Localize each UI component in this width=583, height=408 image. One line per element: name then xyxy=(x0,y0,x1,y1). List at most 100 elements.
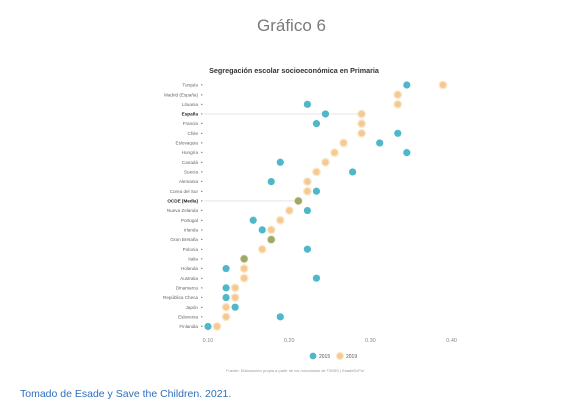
row-chile: Chile • xyxy=(188,128,402,138)
label-dot: • xyxy=(201,189,203,194)
row-turquia: Turquía • xyxy=(182,80,448,90)
row-finlandia: Finlandia • xyxy=(179,322,222,331)
chart-source: Fuente: Elaboración propia a partir de l… xyxy=(226,368,364,373)
label-dot: • xyxy=(201,179,203,184)
row-republica-checa: República Checa • xyxy=(163,293,240,302)
label-dot: • xyxy=(201,295,203,300)
category-label: Eslovaquia xyxy=(176,141,199,146)
point-2019 xyxy=(222,313,230,320)
category-label: Holanda xyxy=(181,266,199,271)
label-dot: • xyxy=(201,285,203,290)
point-2019 xyxy=(304,178,311,185)
point-2015 xyxy=(204,322,212,331)
point-2019 xyxy=(313,168,320,176)
category-label: Eslovenia xyxy=(178,314,198,319)
row-japon: Japón • xyxy=(185,302,239,312)
category-label: Italia xyxy=(188,256,198,261)
row-eslovenia: Eslovenia • xyxy=(178,312,284,322)
point-2019 xyxy=(213,323,221,330)
label-dot: • xyxy=(201,150,203,155)
x-tick-label: 0.30 xyxy=(365,338,376,344)
chart-title: Segregación escolar socioeconómica en Pr… xyxy=(209,66,380,75)
category-label: Chile xyxy=(188,131,199,136)
label-dot: • xyxy=(201,102,203,107)
point-2015 xyxy=(312,120,321,128)
category-label: Madrid (España) xyxy=(164,92,198,97)
point-2015 xyxy=(312,274,321,282)
legend-item-2015: 2015 xyxy=(309,352,330,360)
legend-item-2019: 2019 xyxy=(335,351,357,361)
point-2015 xyxy=(294,197,302,205)
category-label: Australia xyxy=(180,276,198,281)
label-dot: • xyxy=(201,160,203,165)
category-label: Alemania xyxy=(179,179,199,184)
row-alemania: Alemania • xyxy=(179,177,312,187)
row-espana: España • xyxy=(182,109,367,119)
row-polonia: Polonia • xyxy=(183,244,312,254)
row-irlanda: Irlanda • xyxy=(184,225,276,235)
point-2015 xyxy=(403,81,411,89)
label-dot: • xyxy=(201,92,203,97)
label-dot: • xyxy=(201,131,203,136)
row-suecia: Suecia • xyxy=(184,167,357,177)
label-dot: • xyxy=(201,305,203,310)
category-label: Hungría xyxy=(182,150,199,155)
point-2015 xyxy=(267,235,275,244)
row-holanda: Holanda • xyxy=(181,264,249,273)
point-2019 xyxy=(286,207,293,214)
point-2019 xyxy=(358,110,365,118)
point-2015 xyxy=(348,168,357,176)
point-2019 xyxy=(232,284,239,291)
category-label: Gran Bretaña xyxy=(170,237,198,242)
category-label: Corea del Sur xyxy=(170,189,199,194)
row-australia: Australia • xyxy=(180,273,321,283)
row-eslovaquia: Eslovaquia • xyxy=(176,138,384,148)
point-2015 xyxy=(222,264,230,273)
label-dot: • xyxy=(201,324,203,329)
point-2019 xyxy=(304,188,311,195)
label-dot: • xyxy=(201,237,203,242)
label-dot: • xyxy=(201,228,203,233)
point-2015 xyxy=(222,284,230,292)
point-2019 xyxy=(277,217,284,224)
label-dot: • xyxy=(201,247,203,252)
point-2015 xyxy=(276,313,284,321)
point-2019 xyxy=(232,294,239,301)
point-2019 xyxy=(222,304,230,311)
legend: 2015 2019 xyxy=(309,351,357,361)
row-francia: Francia • xyxy=(183,119,367,129)
category-label: Canadá xyxy=(182,160,199,165)
row-gran-bretana: Gran Bretaña • xyxy=(170,235,276,244)
label-dot: • xyxy=(201,170,203,175)
label-dot: • xyxy=(201,83,203,88)
label-dot: • xyxy=(201,314,203,319)
category-label: Suecia xyxy=(184,170,198,175)
point-2019 xyxy=(241,275,248,282)
point-2019 xyxy=(322,159,329,166)
category-label: Francia xyxy=(183,121,199,126)
point-2019 xyxy=(394,91,401,98)
point-2015 xyxy=(222,293,230,302)
point-2015 xyxy=(303,245,312,253)
point-2019 xyxy=(241,265,248,272)
label-dot: • xyxy=(201,276,203,281)
row-italia: Italia • xyxy=(188,254,249,264)
label-dot: • xyxy=(201,266,203,271)
label-dot: • xyxy=(201,121,203,126)
legend-swatch-2015 xyxy=(309,352,317,360)
point-2015 xyxy=(303,206,312,215)
point-2019 xyxy=(331,149,338,156)
point-2019 xyxy=(268,226,275,233)
category-label: Nueva Zelanda xyxy=(167,208,199,213)
category-label: OCDE (Media) xyxy=(167,199,198,204)
x-tick-label: 0.10 xyxy=(203,338,214,344)
point-2019 xyxy=(394,101,401,108)
category-label: Irlanda xyxy=(184,228,198,233)
category-label: Portugal xyxy=(181,218,198,223)
point-2015 xyxy=(403,149,411,157)
category-label: Japón xyxy=(185,305,198,310)
chart-rows: Turquía •Madrid (España) •Lituania •España •… xyxy=(163,80,448,331)
category-label: Polonia xyxy=(183,247,199,252)
category-label: Dinamarca xyxy=(176,285,199,290)
